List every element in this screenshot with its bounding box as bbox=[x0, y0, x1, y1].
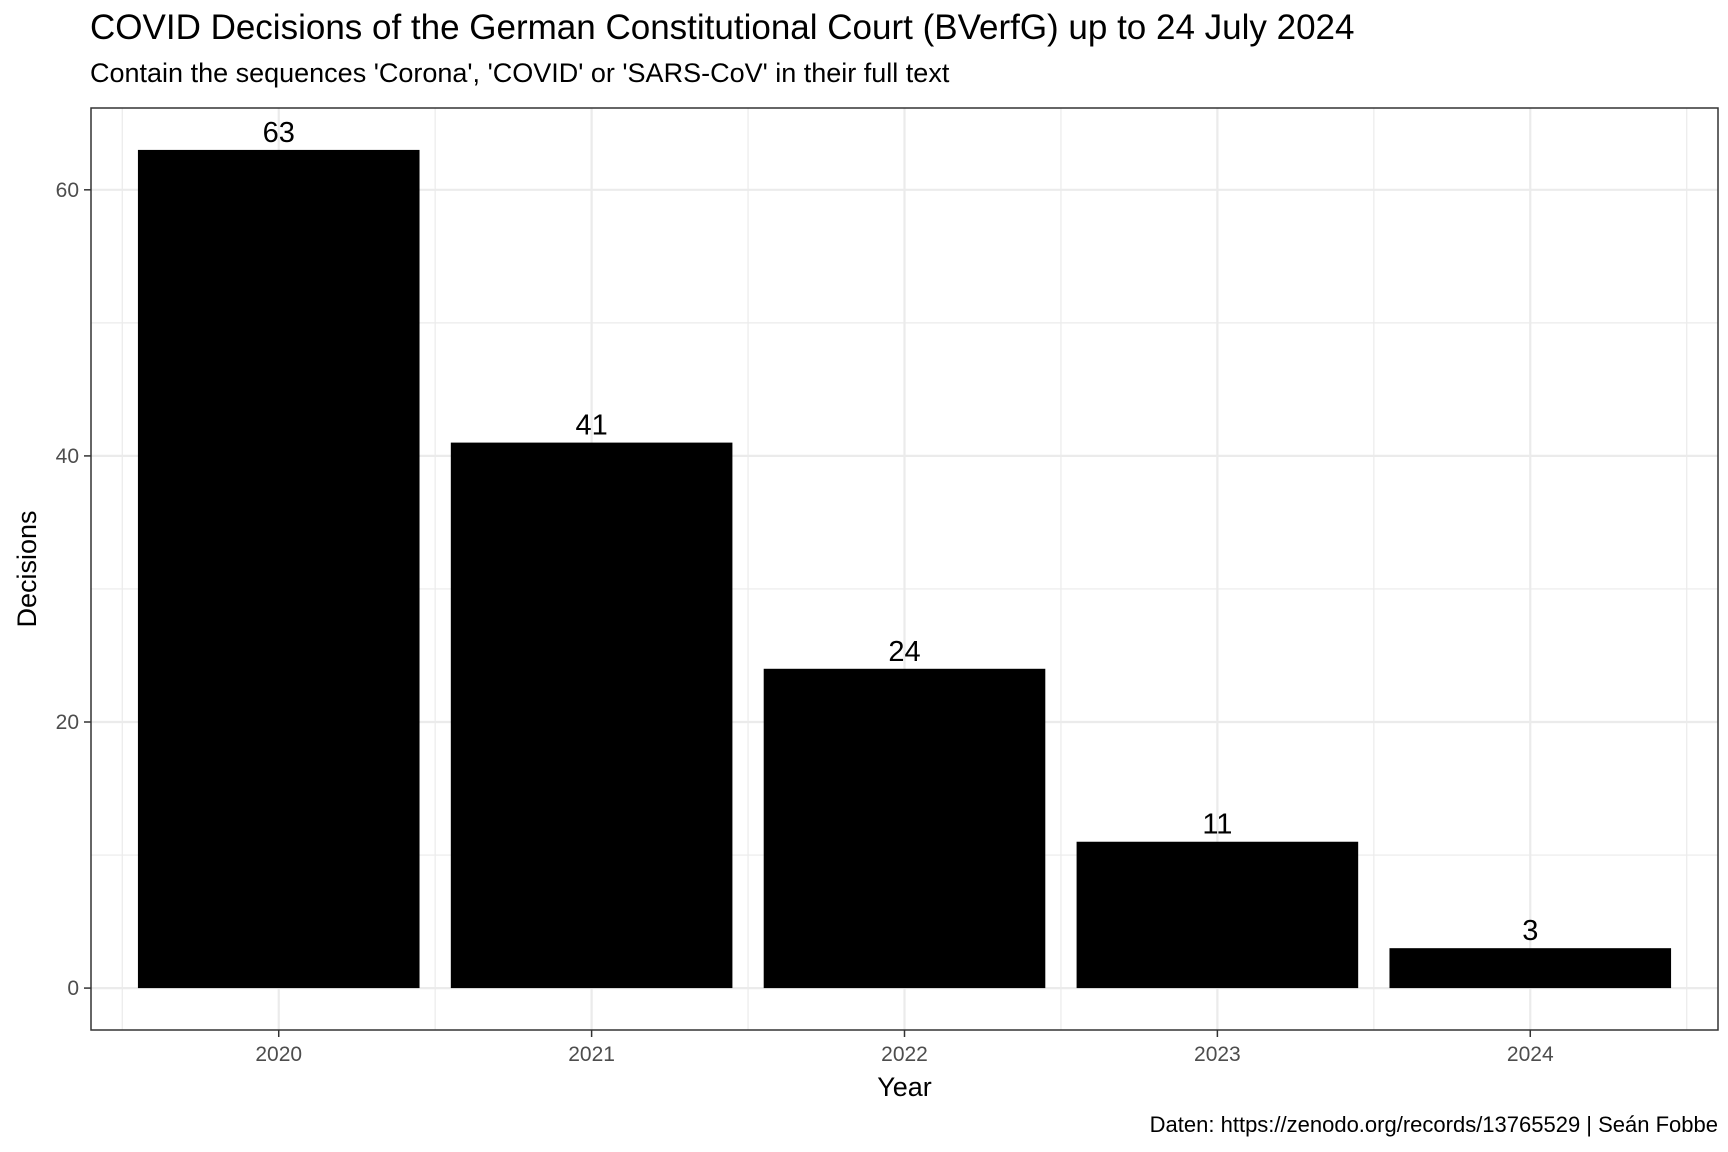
chart-title: COVID Decisions of the German Constituti… bbox=[90, 8, 1355, 47]
y-axis-title: Decisions bbox=[12, 510, 42, 627]
x-tick-label: 2020 bbox=[255, 1043, 302, 1066]
x-tick-label: 2022 bbox=[881, 1043, 928, 1066]
y-tick-label: 40 bbox=[56, 445, 79, 468]
y-tick-label: 0 bbox=[67, 977, 79, 1000]
chart-subtitle: Contain the sequences 'Corona', 'COVID' … bbox=[90, 58, 950, 88]
x-tick-label: 2024 bbox=[1507, 1043, 1554, 1066]
y-tick-label: 60 bbox=[56, 179, 79, 202]
bar-2021 bbox=[450, 442, 733, 989]
x-tick-label: 2021 bbox=[568, 1043, 615, 1066]
bar-2020 bbox=[137, 149, 420, 989]
data-label-2020: 63 bbox=[263, 117, 295, 149]
data-labels: 63 41 24 11 3 bbox=[263, 117, 1539, 947]
y-axis-ticks: 0 20 40 60 bbox=[56, 179, 91, 1000]
x-axis-title: Year bbox=[877, 1072, 932, 1102]
bar-2023 bbox=[1076, 841, 1359, 989]
data-label-2021: 41 bbox=[575, 410, 607, 442]
data-label-2023: 11 bbox=[1202, 809, 1232, 841]
bars bbox=[137, 149, 1672, 989]
data-label-2022: 24 bbox=[888, 636, 920, 668]
y-tick-label: 20 bbox=[56, 711, 79, 734]
x-axis-ticks: 2020 2021 2022 2023 2024 bbox=[255, 1030, 1554, 1066]
bar-2024 bbox=[1389, 948, 1672, 989]
bar-2022 bbox=[763, 668, 1046, 989]
chart-caption: Daten: https://zenodo.org/records/137655… bbox=[1149, 1112, 1718, 1137]
x-tick-label: 2023 bbox=[1194, 1043, 1241, 1066]
data-label-2024: 3 bbox=[1522, 915, 1538, 947]
